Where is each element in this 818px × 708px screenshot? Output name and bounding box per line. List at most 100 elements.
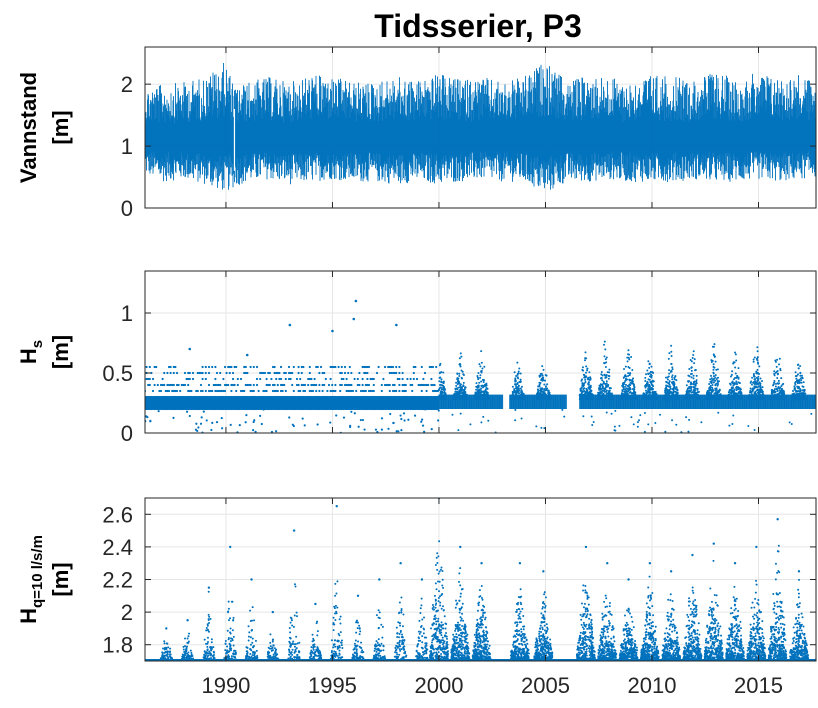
hs-point — [350, 371, 353, 375]
hs-point — [348, 365, 351, 369]
hs-point — [438, 376, 441, 379]
hs-point — [403, 383, 406, 387]
hs-point — [172, 383, 175, 387]
hs-point — [629, 379, 632, 382]
hs-point — [547, 390, 550, 393]
hs-point — [483, 391, 486, 394]
hs-point — [313, 377, 316, 381]
hs-point — [516, 361, 519, 364]
hs-point — [391, 371, 395, 375]
hs-point — [169, 371, 172, 375]
hs-point — [239, 389, 243, 393]
hs-point — [243, 389, 246, 393]
hs-point — [284, 389, 287, 393]
hs-point — [591, 393, 594, 396]
hs-point — [413, 414, 417, 417]
hs-point — [604, 348, 607, 351]
hs-point — [334, 383, 337, 387]
hs-point — [462, 381, 465, 384]
hs-point — [382, 377, 385, 381]
hs-point — [291, 383, 294, 387]
hs-point — [359, 418, 362, 422]
hs-point — [541, 387, 544, 390]
hs-point — [587, 395, 590, 398]
hs-point — [627, 356, 630, 359]
hs-point — [597, 393, 600, 396]
hs-point — [673, 382, 676, 385]
hs-point — [479, 391, 482, 394]
hs-point — [693, 362, 696, 365]
hs-point — [145, 365, 148, 369]
hs-point — [685, 384, 688, 387]
hs-point — [518, 396, 521, 399]
hs-point — [297, 383, 300, 387]
hs-point — [177, 383, 180, 387]
hs-point — [401, 371, 404, 375]
hs-point — [630, 356, 633, 359]
hs-point — [364, 365, 367, 369]
hs-point — [406, 377, 409, 381]
hs-point — [374, 428, 378, 431]
hs-point — [609, 394, 612, 397]
hs-point — [437, 419, 440, 422]
hs-point — [584, 390, 587, 393]
hs-point — [350, 389, 353, 393]
hs-point — [443, 387, 446, 390]
hs-point — [431, 365, 435, 369]
hs-point — [389, 412, 392, 416]
hs-point — [363, 428, 366, 431]
hs-point — [442, 384, 445, 387]
hs-point — [367, 365, 371, 369]
hs-point — [688, 368, 691, 371]
hs-point — [647, 387, 650, 390]
hs-point — [195, 422, 198, 425]
hs-point — [243, 371, 246, 375]
hs-point — [207, 383, 211, 387]
hs-point — [159, 383, 163, 387]
hs-point — [652, 385, 655, 388]
hs-point — [331, 383, 334, 387]
hs-point — [648, 391, 651, 394]
hs-point — [363, 365, 366, 369]
hs-point — [427, 383, 430, 387]
hs-point — [651, 392, 654, 395]
hs-point — [415, 377, 419, 381]
hs-point — [265, 377, 268, 381]
hs-point — [515, 385, 518, 388]
hs-point — [255, 365, 259, 369]
hs-point — [385, 383, 388, 387]
hs-point — [201, 371, 204, 375]
hs-point — [543, 397, 546, 400]
hs-point — [262, 371, 265, 375]
hs-point — [402, 412, 406, 415]
hs-point — [204, 389, 207, 393]
hs-point — [604, 386, 607, 389]
hs-point — [690, 389, 693, 392]
hs-point — [485, 384, 488, 387]
hs-point — [632, 392, 635, 395]
hs-point — [486, 393, 489, 396]
hs-point — [321, 371, 324, 375]
hs-point — [148, 377, 151, 381]
hs-point — [147, 383, 150, 387]
hs-point — [273, 371, 276, 375]
hs-point — [417, 383, 420, 387]
hs-point — [514, 398, 517, 401]
hs-point — [668, 381, 671, 384]
hs-point — [308, 365, 311, 369]
hs-point — [302, 383, 305, 387]
hs-point — [428, 365, 431, 369]
hs-point — [357, 425, 360, 428]
hs-point — [401, 377, 404, 381]
hs-point — [670, 375, 673, 378]
hs-point — [157, 410, 160, 413]
hs-point — [196, 389, 199, 393]
hs-point — [430, 365, 433, 369]
hs-point — [479, 365, 482, 368]
hs-point — [695, 398, 698, 401]
hs-point — [583, 376, 586, 379]
hs-point — [430, 428, 433, 431]
hs-point — [540, 397, 543, 400]
